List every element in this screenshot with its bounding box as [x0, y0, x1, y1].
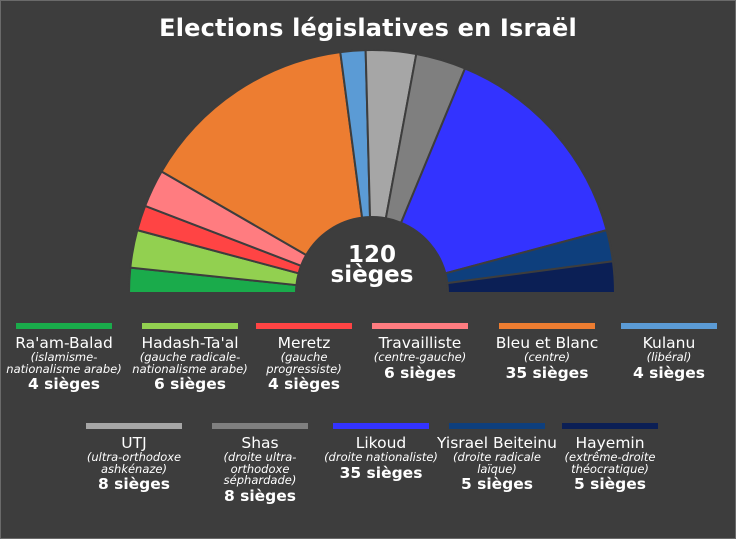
- legend-party-description: (centre): [524, 350, 570, 365]
- legend-seat-count: 4 sièges: [632, 363, 706, 382]
- hemicycle-slice-4: [160, 50, 364, 257]
- legend-party-description: (gauche radicale-nationalisme arabe): [132, 350, 248, 376]
- legend-item: Hadash-Ta'al (gauche radicale-nationalism…: [130, 323, 250, 394]
- legend-item: Shas (droite ultra-orthodoxe séphardade) 8…: [200, 423, 320, 505]
- hemicycle-slice-8: [399, 67, 608, 275]
- legend-item: UTJ (ultra-orthodoxe ashkénaze) 8 sièges: [74, 423, 194, 494]
- legend-seat-count: 6 sièges: [383, 363, 457, 382]
- legend-party-description: (gauche progressiste): [266, 350, 342, 376]
- hemicycle-slices: [127, 49, 617, 294]
- legend-swatch: [499, 323, 595, 329]
- legend-party-description: (droite nationaliste): [324, 450, 438, 465]
- legend-swatch: [449, 423, 545, 429]
- legend-item: Kulanu (libéral) 4 sièges: [609, 323, 729, 382]
- legend-party-name: Travailliste: [378, 334, 462, 352]
- legend-party-description: (centre-gauche): [373, 350, 467, 365]
- legend-swatch: [621, 323, 717, 329]
- legend-party-name: Shas: [241, 434, 279, 452]
- chart-title: Elections législatives en Israël: [159, 14, 577, 42]
- legend-party-description: (ultra-orthodoxe ashkénaze): [86, 450, 182, 476]
- legend-swatch: [372, 323, 468, 329]
- legend-swatch: [256, 323, 352, 329]
- legend-party-description: (extrême-droite théocratique): [564, 450, 656, 476]
- legend-party-name: Yisrael Beiteinu: [437, 434, 557, 452]
- legend-item: Yisrael Beiteinu (droite radicale laïque)…: [437, 423, 557, 494]
- legend-seat-count: 35 sièges: [339, 463, 423, 482]
- legend-party-description: (islamisme-nationalisme arabe): [6, 350, 122, 376]
- legend-item: Meretz (gauche progressiste) 4 sièges: [244, 323, 364, 394]
- legend-item: Travailliste (centre-gauche) 6 sièges: [360, 323, 480, 382]
- hemicycle-slice-10: [446, 260, 617, 294]
- legend-swatch: [212, 423, 308, 429]
- legend-party-name: Kulanu: [642, 334, 696, 352]
- legend-item: Likoud (droite nationaliste) 35 sièges: [321, 423, 441, 482]
- legend-seat-count: 35 sièges: [505, 363, 589, 382]
- legend-party-description: (libéral): [646, 350, 692, 365]
- legend-party-name: Meretz: [277, 334, 331, 352]
- legend-party-name: Hadash-Ta'al: [141, 334, 239, 352]
- center-seat-count: 120: [348, 242, 396, 268]
- legend-party-name: Likoud: [355, 434, 407, 452]
- legend-swatch: [562, 423, 658, 429]
- legend-swatch: [86, 423, 182, 429]
- legend-swatch: [333, 423, 429, 429]
- legend-party-name: Bleu et Blanc: [495, 334, 599, 352]
- legend-seat-count: 6 sièges: [153, 375, 227, 394]
- legend-party-description: (droite radicale laïque): [453, 450, 541, 476]
- legend-swatch: [142, 323, 238, 329]
- legend-seat-count: 8 sièges: [223, 486, 297, 505]
- legend-party-name: Hayemin: [575, 434, 645, 452]
- legend-item: Hayemin (extrême-droite théocratique) 5 si…: [550, 423, 670, 494]
- legend-party-description: (droite ultra-orthodoxe séphardade): [223, 450, 297, 488]
- legend-seat-count: 5 sièges: [460, 475, 534, 494]
- legend-seat-count: 4 sièges: [27, 375, 101, 394]
- legend-seat-count: 4 sièges: [267, 375, 341, 394]
- center-seat-label: sièges: [331, 262, 414, 288]
- legend-item: Ra'am-Balad (islamisme-nationalisme arabe…: [4, 323, 124, 394]
- legend-party-name: Ra'am-Balad: [15, 334, 113, 352]
- legend-seat-count: 8 sièges: [97, 475, 171, 494]
- legend-seat-count: 5 sièges: [573, 475, 647, 494]
- legend-swatch: [16, 323, 112, 329]
- legend-item: Bleu et Blanc (centre) 35 sièges: [487, 323, 607, 382]
- legend-party-name: UTJ: [121, 434, 147, 452]
